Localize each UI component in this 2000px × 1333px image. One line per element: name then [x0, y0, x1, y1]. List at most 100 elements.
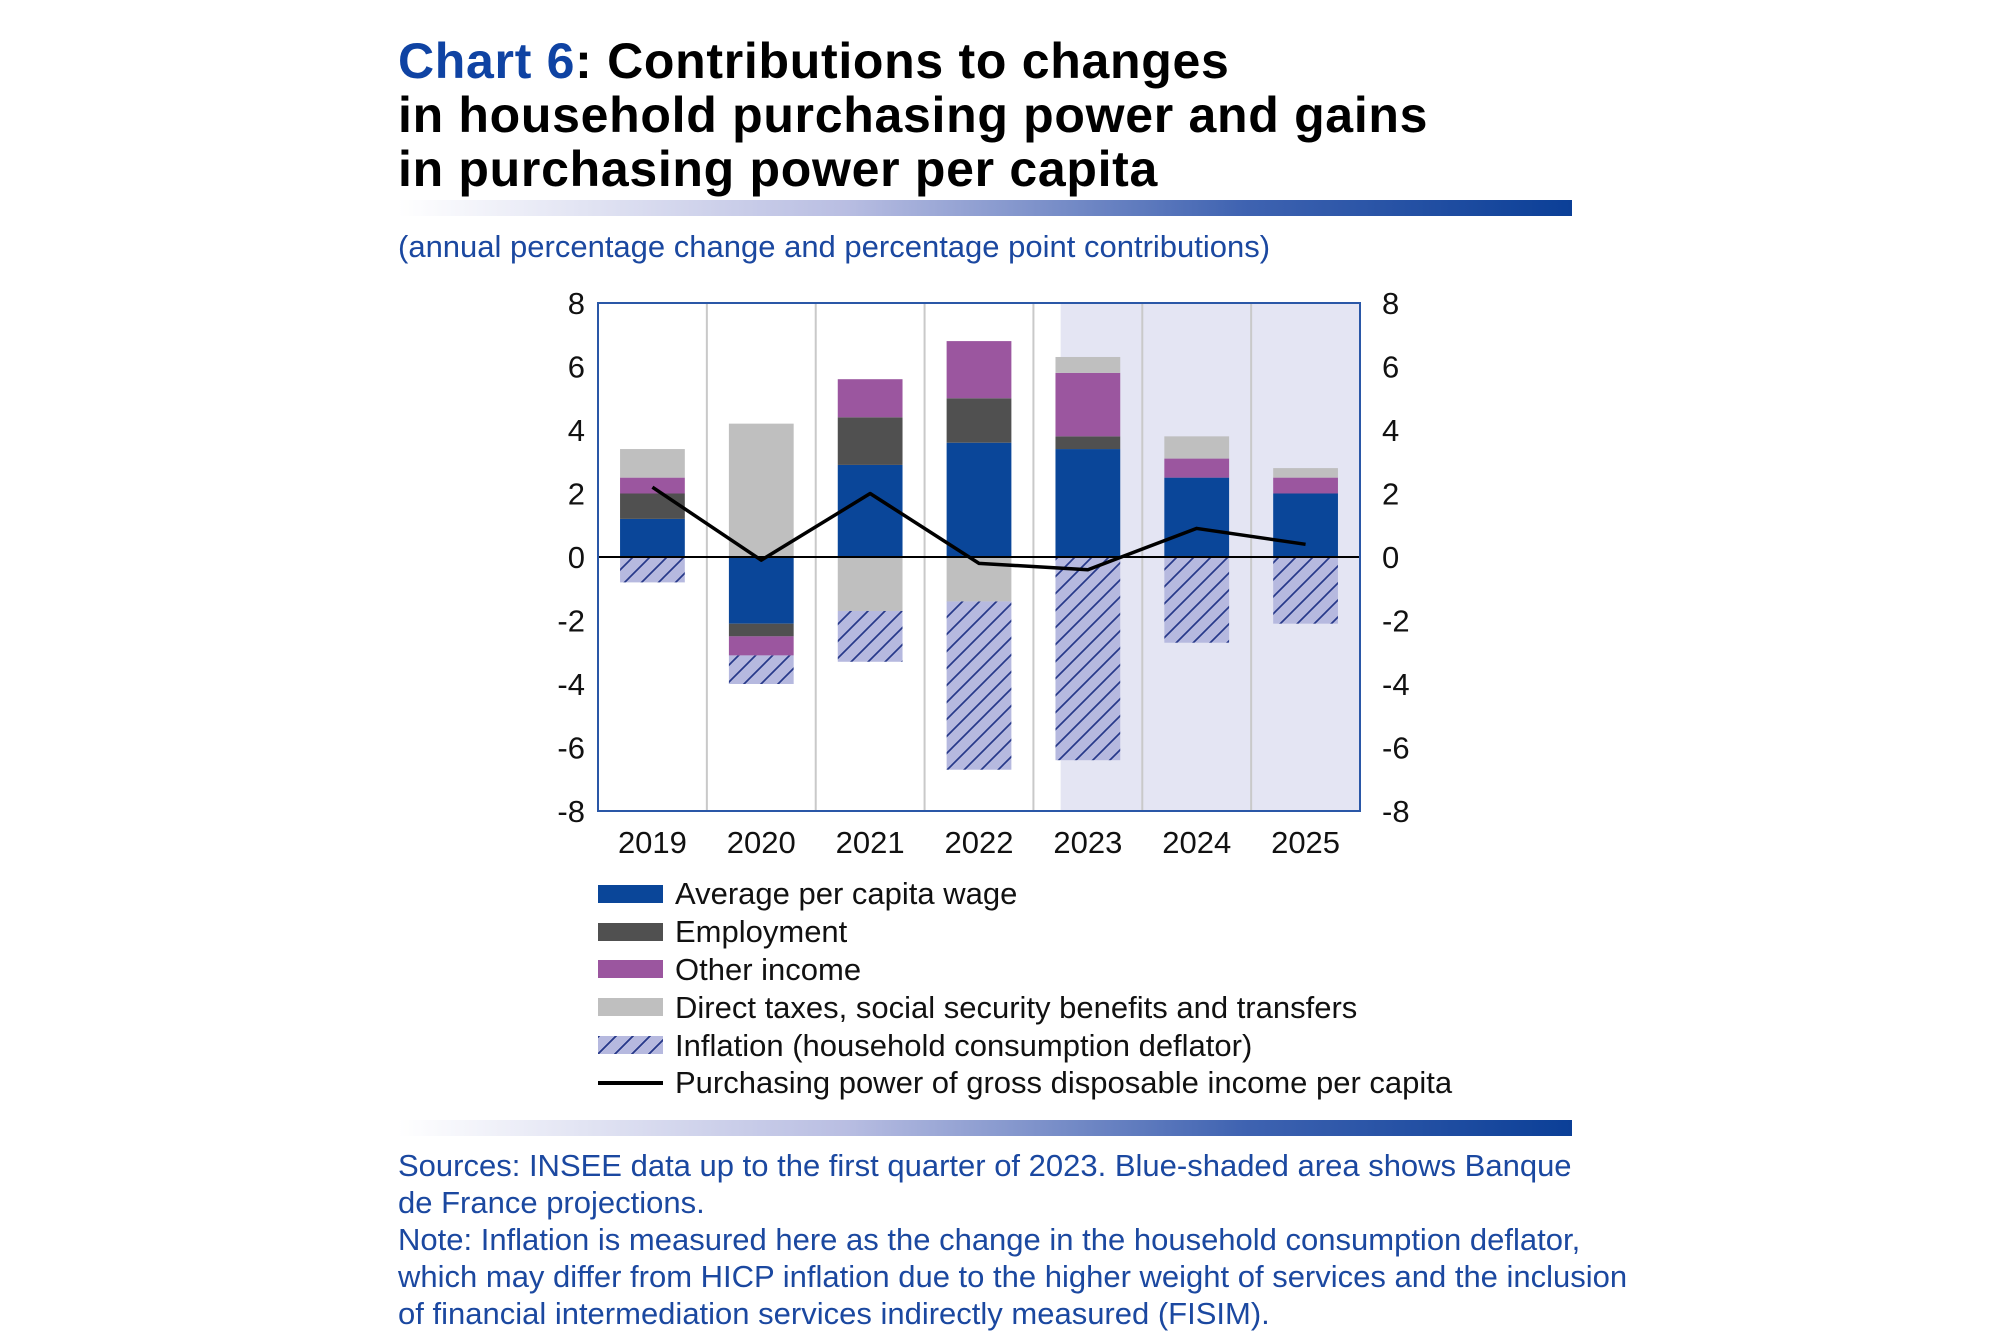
top-gradient-rule [398, 200, 1572, 216]
left-axis-tick-label: -8 [557, 794, 585, 829]
bar-direct-taxes-social-security-benefits-and-transfers-2023 [1055, 356, 1121, 373]
x-axis-year-label: 2025 [1271, 825, 1340, 860]
chart-plot: 8 8 6 6 4 4 2 2 0 0 -2 -2 -4 -4 -6 -6 -8 -8 2019 2020 2021 20… [557, 286, 1410, 860]
bar-average-per-capita-wage-2023 [1055, 449, 1121, 557]
bar-average-per-capita-wage-2022 [946, 442, 1012, 557]
legend-item-inflation: Inflation (household consumption deflato… [598, 1026, 1498, 1064]
bar-other-income-2024 [1164, 458, 1230, 478]
title-text-line-3: in purchasing power per capita [398, 141, 1159, 197]
legend-swatch-box [598, 998, 663, 1017]
legend-swatch-direct-taxes [598, 998, 663, 1017]
note-line: which may differ from HICP inflation due… [398, 1259, 1628, 1294]
bar-inflation-household-consumption-deflator-2021 [837, 610, 903, 662]
right-axis-tick-label: -6 [1382, 731, 1410, 766]
left-axis-tick-label: 8 [568, 286, 585, 321]
right-axis-tick-label: -4 [1382, 667, 1410, 702]
title-text-line-2: in household purchasing power and gains [398, 87, 1429, 143]
left-axis-tick-label: 2 [568, 477, 585, 512]
bar-employment-2023 [1055, 436, 1121, 450]
x-axis-year-label: 2020 [727, 825, 796, 860]
left-axis-tick-label: 6 [568, 350, 585, 385]
legend-swatch-other-income [598, 960, 663, 979]
x-axis-year-label: 2022 [945, 825, 1014, 860]
bar-average-per-capita-wage-2025 [1273, 493, 1338, 557]
legend-swatch-box [598, 922, 663, 941]
legend-item-other-income: Other income [598, 951, 1498, 989]
chart-number-label: Chart 6 [398, 33, 576, 89]
bar-average-per-capita-wage-2020 [728, 557, 794, 624]
right-axis-tick-label: 0 [1382, 540, 1399, 575]
legend-swatch-box [598, 1036, 663, 1055]
right-axis-tick-label: 6 [1382, 350, 1399, 385]
chart-title: Chart 6: Contributions to changes in hou… [398, 34, 1428, 196]
bar-other-income-2025 [1273, 477, 1338, 494]
legend-label: Employment [675, 914, 848, 950]
bar-direct-taxes-social-security-benefits-and-transfers-2025 [1273, 468, 1338, 478]
left-axis-tick-label: -4 [557, 667, 585, 702]
legend-swatch-employment [598, 922, 663, 941]
note-line: de France projections. [398, 1185, 705, 1220]
right-axis-tick-label: 4 [1382, 413, 1399, 448]
bar-direct-taxes-social-security-benefits-and-transfers-2020 [728, 423, 794, 557]
legend-swatch-box [598, 960, 663, 979]
right-axis-tick-label: 2 [1382, 477, 1399, 512]
bar-other-income-2022 [946, 341, 1012, 399]
chart-subtitle: (annual percentage change and percentage… [398, 229, 1271, 264]
legend: Average per capita wage Employment Other… [598, 875, 1498, 1102]
bar-employment-2021 [837, 417, 903, 465]
legend-item-employment: Employment [598, 913, 1498, 951]
left-axis-tick-label: -6 [557, 731, 585, 766]
x-axis-year-label: 2023 [1053, 825, 1122, 860]
bar-inflation-household-consumption-deflator-2023 [1055, 557, 1121, 761]
bar-inflation-household-consumption-deflator-2025 [1273, 557, 1338, 624]
sources-and-notes: Sources: INSEE data up to the first quar… [398, 1147, 1627, 1332]
bar-direct-taxes-social-security-benefits-and-transfers-2021 [837, 557, 903, 611]
purchasing-power-line [651, 485, 1306, 572]
bar-average-per-capita-wage-2019 [620, 518, 685, 557]
x-axis-year-label: 2024 [1162, 825, 1231, 860]
bar-employment-2022 [946, 398, 1012, 443]
x-axis-year-label: 2019 [618, 825, 687, 860]
note-line: Note: Inflation is measured here as the … [398, 1222, 1581, 1257]
bar-employment-2019 [620, 493, 685, 519]
legend-label: Inflation (household consumption deflato… [675, 1027, 1253, 1063]
note-line: of financial intermediation services ind… [398, 1296, 1270, 1331]
title-text-line-1: : Contributions to changes [575, 33, 1230, 89]
right-axis-tick-label: -2 [1382, 604, 1410, 639]
legend-swatch-box [598, 884, 663, 903]
legend-swatch-box [598, 1074, 663, 1092]
bar-other-income-2019 [620, 477, 685, 494]
legend-swatch-line [598, 1081, 663, 1085]
title-line-1: Chart 6: Contributions to changes [398, 34, 1428, 88]
left-axis-tick-label: -2 [557, 604, 585, 639]
bar-direct-taxes-social-security-benefits-and-transfers-2024 [1164, 436, 1230, 459]
note-line: Sources: INSEE data up to the first quar… [398, 1148, 1572, 1183]
x-axis-year-label: 2021 [836, 825, 905, 860]
bar-other-income-2023 [1055, 372, 1121, 437]
bar-inflation-household-consumption-deflator-2024 [1164, 557, 1230, 643]
bar-other-income-2020 [728, 636, 794, 656]
bar-employment-2020 [728, 623, 794, 637]
bar-average-per-capita-wage-2021 [837, 464, 903, 557]
bottom-gradient-rule [398, 1120, 1572, 1136]
legend-item-average-per-capita-wage: Average per capita wage [598, 875, 1498, 913]
legend-item-purchasing-power-line: Purchasing power of gross disposable inc… [598, 1064, 1498, 1102]
left-axis-tick-label: 0 [568, 540, 585, 575]
legend-label: Direct taxes, social security benefits a… [675, 989, 1358, 1025]
legend-item-direct-taxes: Direct taxes, social security benefits a… [598, 988, 1498, 1026]
legend-swatch-inflation-hatched [598, 1036, 663, 1055]
legend-swatch-wage [598, 884, 663, 903]
right-axis-tick-label: -8 [1382, 794, 1410, 829]
bar-inflation-household-consumption-deflator-2022 [946, 601, 1012, 770]
legend-label: Other income [675, 951, 862, 987]
right-axis-tick-label: 8 [1382, 286, 1399, 321]
bar-average-per-capita-wage-2024 [1164, 477, 1230, 557]
bar-inflation-household-consumption-deflator-2020 [728, 655, 794, 684]
legend-label: Average per capita wage [675, 876, 1018, 912]
bar-direct-taxes-social-security-benefits-and-transfers-2019 [620, 449, 685, 478]
plot-frame [597, 302, 1361, 812]
bar-inflation-household-consumption-deflator-2019 [620, 557, 685, 583]
left-axis-tick-label: 4 [568, 413, 585, 448]
legend-label: Purchasing power of gross disposable inc… [675, 1065, 1453, 1101]
bar-other-income-2021 [837, 379, 903, 418]
